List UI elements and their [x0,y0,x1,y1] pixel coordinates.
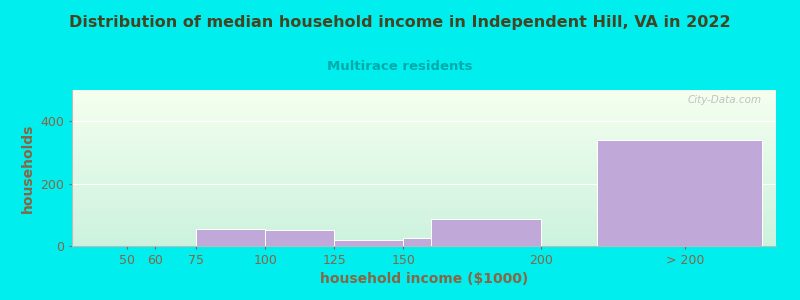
Bar [266,230,334,246]
Text: City-Data.com: City-Data.com [688,95,762,105]
Text: Distribution of median household income in Independent Hill, VA in 2022: Distribution of median household income … [69,15,731,30]
Bar [403,238,431,246]
Bar [334,240,403,246]
X-axis label: household income ($1000): household income ($1000) [320,272,528,286]
Y-axis label: households: households [21,123,35,213]
Bar [431,220,542,246]
Text: Multirace residents: Multirace residents [327,60,473,73]
Bar [196,229,266,246]
Bar [597,140,762,246]
